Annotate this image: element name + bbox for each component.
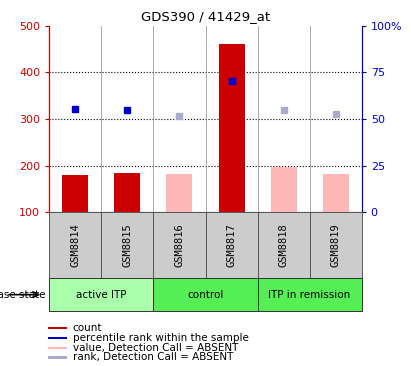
Text: GSM8819: GSM8819 — [331, 223, 341, 267]
Bar — [270, 167, 297, 212]
Bar — [48, 327, 67, 329]
Bar — [48, 356, 67, 359]
Bar — [114, 173, 141, 212]
FancyBboxPatch shape — [206, 212, 258, 278]
FancyBboxPatch shape — [102, 212, 153, 278]
Bar — [62, 175, 88, 212]
Text: ITP in remission: ITP in remission — [268, 290, 351, 300]
Bar — [166, 173, 192, 212]
Text: GSM8816: GSM8816 — [175, 223, 185, 267]
FancyBboxPatch shape — [49, 212, 102, 278]
FancyBboxPatch shape — [153, 278, 258, 311]
Text: active ITP: active ITP — [76, 290, 127, 300]
FancyBboxPatch shape — [49, 278, 153, 311]
Text: control: control — [187, 290, 224, 300]
Bar — [323, 173, 349, 212]
Text: GSM8815: GSM8815 — [122, 223, 132, 267]
Text: GSM8818: GSM8818 — [279, 223, 289, 267]
FancyBboxPatch shape — [258, 212, 309, 278]
FancyBboxPatch shape — [309, 212, 362, 278]
Bar — [48, 347, 67, 349]
Title: GDS390 / 41429_at: GDS390 / 41429_at — [141, 10, 270, 23]
Bar — [219, 44, 245, 212]
Text: GSM8814: GSM8814 — [70, 223, 80, 267]
FancyBboxPatch shape — [258, 278, 362, 311]
Text: disease state: disease state — [0, 290, 45, 300]
Text: rank, Detection Call = ABSENT: rank, Detection Call = ABSENT — [73, 352, 233, 362]
FancyBboxPatch shape — [153, 212, 206, 278]
Text: value, Detection Call = ABSENT: value, Detection Call = ABSENT — [73, 343, 238, 353]
Text: percentile rank within the sample: percentile rank within the sample — [73, 333, 248, 343]
Text: count: count — [73, 323, 102, 333]
Text: GSM8817: GSM8817 — [226, 223, 236, 267]
Bar — [48, 337, 67, 339]
